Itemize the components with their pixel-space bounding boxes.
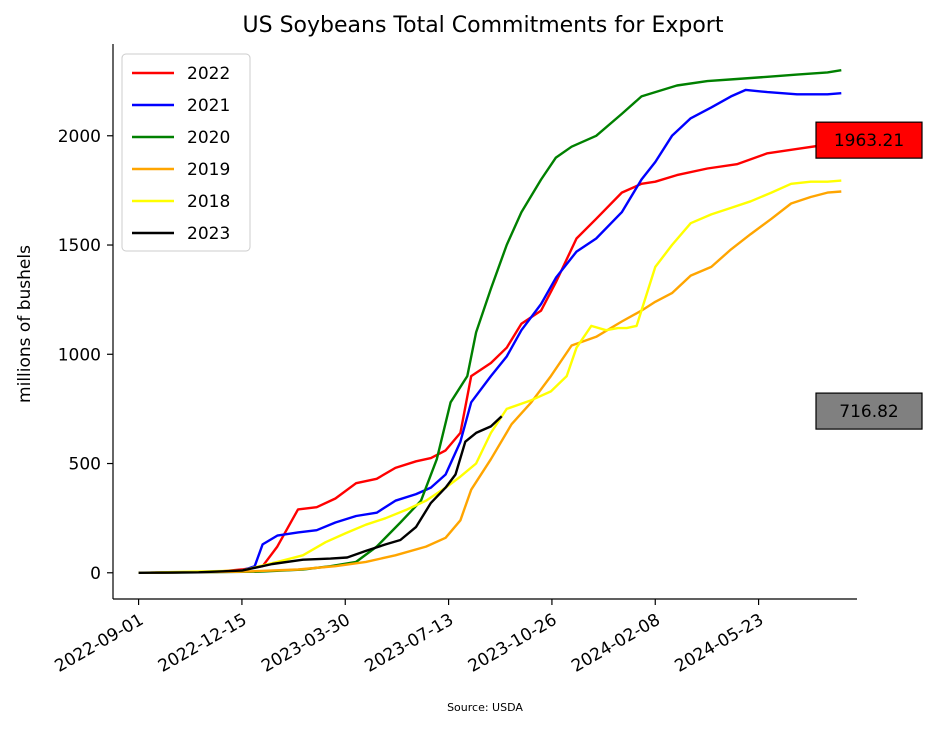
y-tick-label: 1000 [58, 345, 101, 365]
x-tick-label: 2022-09-01 [52, 610, 148, 677]
y-ticks: 0 500 1000 1500 2000 [58, 127, 113, 584]
legend-label-2020: 2020 [187, 128, 230, 148]
axes [112, 44, 857, 600]
annotations: 1963.21 716.82 [815, 121, 923, 430]
series-line-2020 [138, 69, 842, 574]
series-line-2022 [138, 142, 842, 574]
legend-label-2019: 2019 [187, 160, 230, 180]
x-tick-label: 2023-10-26 [465, 610, 561, 677]
x-ticks: 2022-09-01 2022-12-15 2023-03-30 2023-07-13… [52, 599, 768, 677]
annotation-label-2: 716.82 [839, 402, 898, 422]
x-tick-label: 2023-07-13 [362, 610, 458, 677]
annotation-label-1: 1963.21 [834, 131, 904, 151]
legend-label-2023: 2023 [187, 224, 230, 244]
series-line-2018 [138, 179, 842, 574]
x-tick-label: 2023-03-30 [258, 610, 354, 677]
series-line-2019 [138, 190, 842, 574]
legend-label-2022: 2022 [187, 64, 230, 84]
chart-title: US Soybeans Total Commitments for Export [243, 13, 724, 38]
y-tick-label: 0 [90, 564, 101, 584]
series-line-2021 [138, 88, 842, 574]
x-tick-label: 2024-05-23 [672, 610, 768, 677]
annotation-box-2 [815, 392, 923, 430]
y-tick-label: 1500 [58, 236, 101, 256]
y-axis-label: millions of bushels [15, 245, 35, 403]
x-tick-label: 2022-12-15 [155, 610, 251, 677]
x-tick-label: 2024-02-08 [568, 610, 664, 677]
legend-box [121, 53, 251, 252]
y-tick-label: 500 [69, 455, 101, 475]
legend-label-2021: 2021 [187, 96, 230, 116]
series-lines [138, 69, 842, 574]
source-note: Source: USDA [447, 701, 523, 714]
annotation-box-1 [815, 121, 923, 159]
legend: 2022 2021 2020 2019 2018 2023 [121, 53, 251, 252]
legend-label-2018: 2018 [187, 192, 230, 212]
y-tick-label: 2000 [58, 127, 101, 147]
series-line-2023 [138, 415, 503, 574]
